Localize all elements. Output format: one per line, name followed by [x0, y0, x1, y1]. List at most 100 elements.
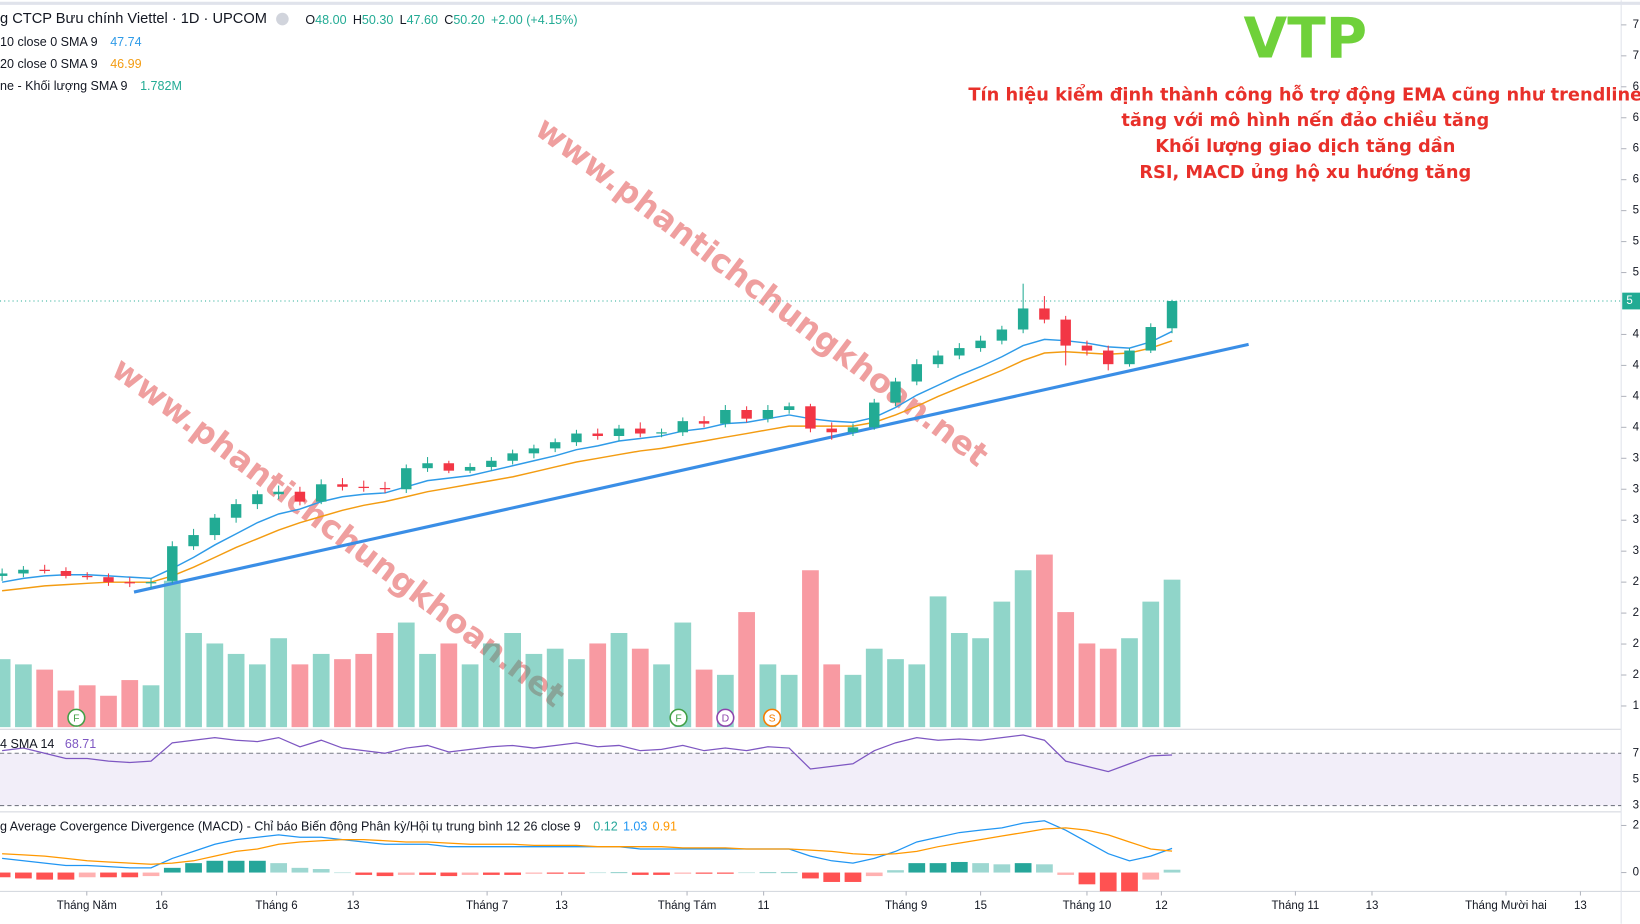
legend-text: 68.71: [65, 737, 96, 751]
volume-bar: [376, 633, 394, 728]
candle-body: [315, 484, 327, 502]
volume-bar: [206, 643, 224, 728]
event-marker: [762, 708, 782, 727]
volume-bar: [419, 653, 436, 728]
macd-histogram-bar: [1078, 872, 1096, 885]
macd-histogram-bar: [1036, 864, 1053, 873]
volume-bar: [482, 643, 500, 728]
legend-text: 4 SMA 14: [0, 737, 54, 751]
ohlc-value: 47.60: [407, 13, 438, 27]
y-tick-label: 2: [1633, 669, 1639, 681]
x-tick-label: Tháng 10: [1063, 900, 1112, 912]
last-price-label: 5: [1626, 295, 1632, 307]
x-tick-label: 12: [1155, 900, 1168, 912]
volume-bar: [929, 596, 947, 728]
x-tick-label: 13: [347, 900, 360, 912]
candle-body: [1017, 308, 1029, 330]
volume-bar: [631, 648, 649, 728]
volume-bar: [653, 664, 670, 728]
event-marker: [716, 708, 735, 727]
annotation: Tín hiệu kiểm định thành công hỗ trợ độn…: [968, 83, 1640, 105]
x-tick-label: Tháng Năm: [57, 900, 117, 912]
legend-row: g Average Covergence Divergence (MACD) -…: [0, 820, 677, 834]
candle-body: [975, 340, 986, 349]
event-label: S: [769, 714, 776, 725]
title: VTP: [1244, 7, 1368, 72]
macd-histogram-bar: [653, 872, 670, 875]
volume-bar: [1099, 648, 1117, 728]
ohlc: O48.00 H50.30 L47.60 C50.20 +2.00 (+4.15%): [305, 13, 577, 27]
candle-body: [294, 491, 306, 502]
y-tick-label: 5: [1633, 205, 1639, 217]
volume-bar: [1036, 554, 1053, 728]
candle-body: [762, 409, 774, 419]
macd-histogram-bar: [568, 872, 585, 874]
macd-histogram-bar: [36, 872, 54, 880]
candle-body: [464, 466, 476, 471]
y-tick-label: 2: [1633, 607, 1639, 619]
macd-histogram-bar: [163, 867, 181, 873]
macd-histogram-bar: [1099, 872, 1117, 892]
y-tick-label: 5: [1633, 267, 1639, 279]
x-tick-label: 13: [1366, 900, 1379, 912]
macd-histogram-bar: [504, 872, 522, 875]
volume-bar: [355, 653, 373, 728]
candle-body: [1102, 350, 1114, 365]
last-price-tag: [1622, 292, 1640, 310]
y-tick-label: 3: [1633, 545, 1639, 557]
macd-histogram-bar: [1121, 872, 1138, 892]
macd-histogram-bar: [525, 872, 543, 874]
volume-bar: [291, 664, 309, 728]
legend-text: g Average Covergence Divergence (MACD) -…: [0, 820, 581, 834]
macd-histogram-bar: [0, 872, 11, 878]
macd-histogram-bar: [589, 872, 607, 874]
candle-body: [507, 453, 518, 461]
volume-bar: [100, 695, 117, 728]
macd-histogram-bar: [376, 872, 394, 877]
candle-body: [847, 427, 859, 433]
macd-histogram-bar: [57, 872, 75, 880]
legend-text: 0.12: [593, 820, 617, 834]
volume-bar: [397, 622, 415, 728]
legend-row: 10 close 0 SMA 9 47.74: [0, 35, 142, 49]
volume-bar: [461, 664, 479, 728]
candle-body: [422, 463, 433, 469]
volume-bar: [738, 612, 755, 728]
macd-histogram-bar: [780, 872, 798, 874]
volume-bar: [674, 622, 692, 728]
ohlc-value: 50.20: [453, 13, 484, 27]
header-toggle: [276, 12, 289, 26]
candle-body: [273, 491, 284, 495]
ohlc-value: 50.30: [362, 13, 393, 27]
volume-bar: [993, 601, 1011, 728]
candle-body: [443, 463, 455, 471]
y-tick-label: 3: [1633, 452, 1639, 464]
ohlc-key: L: [400, 13, 407, 27]
volume-bar: [227, 653, 245, 728]
x-tick-label: Tháng 11: [1272, 900, 1320, 912]
volume-bar: [249, 664, 266, 728]
macd-histogram-bar: [355, 872, 373, 875]
volume-bar: [504, 633, 522, 728]
y-tick-label: 6: [1633, 143, 1639, 155]
legend-text: 0.91: [653, 820, 677, 834]
ema-line: [1, 330, 1173, 583]
ema-line: [2, 340, 1173, 592]
macd-histogram-bar: [972, 863, 989, 873]
candle-body: [145, 582, 157, 584]
y-tick-label: 6: [1633, 81, 1639, 93]
x-tick-label: 13: [555, 900, 568, 912]
volume-bar: [440, 643, 458, 728]
candle-body: [869, 402, 880, 428]
y-tick-label: 4: [1633, 421, 1640, 433]
macd-histogram-bar: [929, 863, 947, 873]
volume-bar: [950, 633, 968, 728]
macd-histogram-bar: [908, 863, 926, 873]
macd-histogram-bar: [419, 872, 436, 875]
legend-text: 1.03: [623, 820, 647, 834]
candle-body: [167, 546, 178, 581]
y-tick-label: 3: [1633, 514, 1639, 526]
x-tick-label: Tháng Tám: [658, 900, 717, 912]
annotation: RSI, MACD ủng hộ xu hướng tăng: [1139, 162, 1471, 183]
